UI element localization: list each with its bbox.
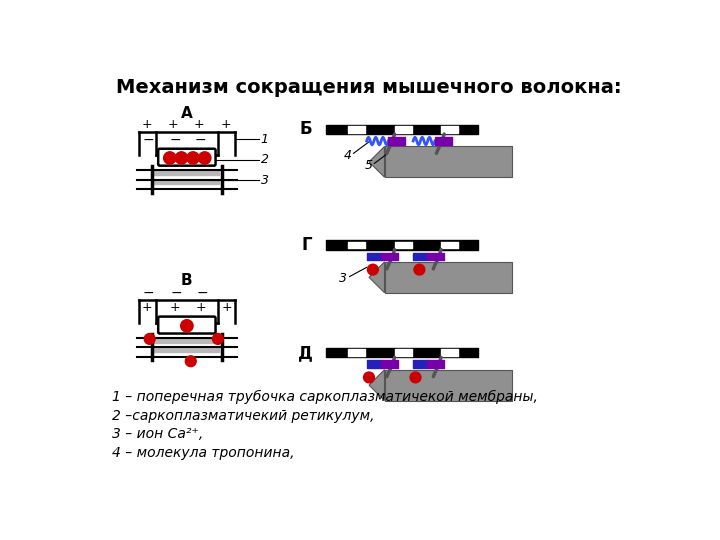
- Text: 3: 3: [261, 174, 269, 187]
- Text: 3 – ион Ca²⁺,: 3 – ион Ca²⁺,: [112, 427, 203, 441]
- Circle shape: [364, 372, 374, 383]
- Bar: [384, 370, 513, 401]
- Circle shape: [414, 264, 425, 275]
- Bar: [384, 146, 513, 177]
- Text: −: −: [195, 132, 207, 146]
- Text: 3: 3: [339, 272, 348, 285]
- Text: +: +: [196, 301, 206, 314]
- Text: В: В: [181, 273, 193, 288]
- Text: 5: 5: [365, 159, 373, 172]
- Text: 4: 4: [344, 149, 352, 162]
- Text: Д: Д: [297, 344, 312, 362]
- Bar: [384, 262, 513, 293]
- Circle shape: [410, 372, 421, 383]
- Circle shape: [163, 152, 176, 164]
- Text: 2 –саркоплазматичекий ретикулум,: 2 –саркоплазматичекий ретикулум,: [112, 409, 374, 423]
- Text: 2: 2: [261, 153, 269, 166]
- Polygon shape: [369, 146, 384, 177]
- Text: −: −: [143, 132, 154, 146]
- FancyBboxPatch shape: [158, 148, 215, 166]
- Polygon shape: [369, 370, 384, 401]
- Circle shape: [199, 152, 211, 164]
- Polygon shape: [369, 262, 384, 293]
- Text: Механизм сокращения мышечного волокна:: Механизм сокращения мышечного волокна:: [116, 78, 622, 97]
- Text: +: +: [141, 118, 152, 131]
- Text: Б: Б: [300, 120, 312, 138]
- Text: 4 – молекула тропонина,: 4 – молекула тропонина,: [112, 446, 294, 460]
- Circle shape: [144, 334, 155, 345]
- Text: −: −: [143, 286, 154, 300]
- Text: +: +: [170, 301, 181, 314]
- Text: +: +: [220, 118, 231, 131]
- Text: 1 – поперечная трубочка саркоплазматичекой мембраны,: 1 – поперечная трубочка саркоплазматичек…: [112, 390, 538, 404]
- FancyBboxPatch shape: [158, 316, 215, 334]
- Circle shape: [175, 152, 188, 164]
- Text: Г: Г: [302, 236, 312, 254]
- Circle shape: [187, 152, 199, 164]
- Text: +: +: [222, 301, 233, 314]
- Text: 1: 1: [261, 133, 269, 146]
- Text: +: +: [141, 301, 152, 314]
- Circle shape: [185, 356, 196, 367]
- Text: −: −: [170, 286, 182, 300]
- Circle shape: [367, 264, 378, 275]
- Circle shape: [212, 334, 223, 345]
- Text: +: +: [194, 118, 204, 131]
- Text: +: +: [168, 118, 179, 131]
- Text: А: А: [181, 106, 193, 121]
- Circle shape: [181, 320, 193, 332]
- Text: −: −: [197, 286, 208, 300]
- Text: −: −: [169, 132, 181, 146]
